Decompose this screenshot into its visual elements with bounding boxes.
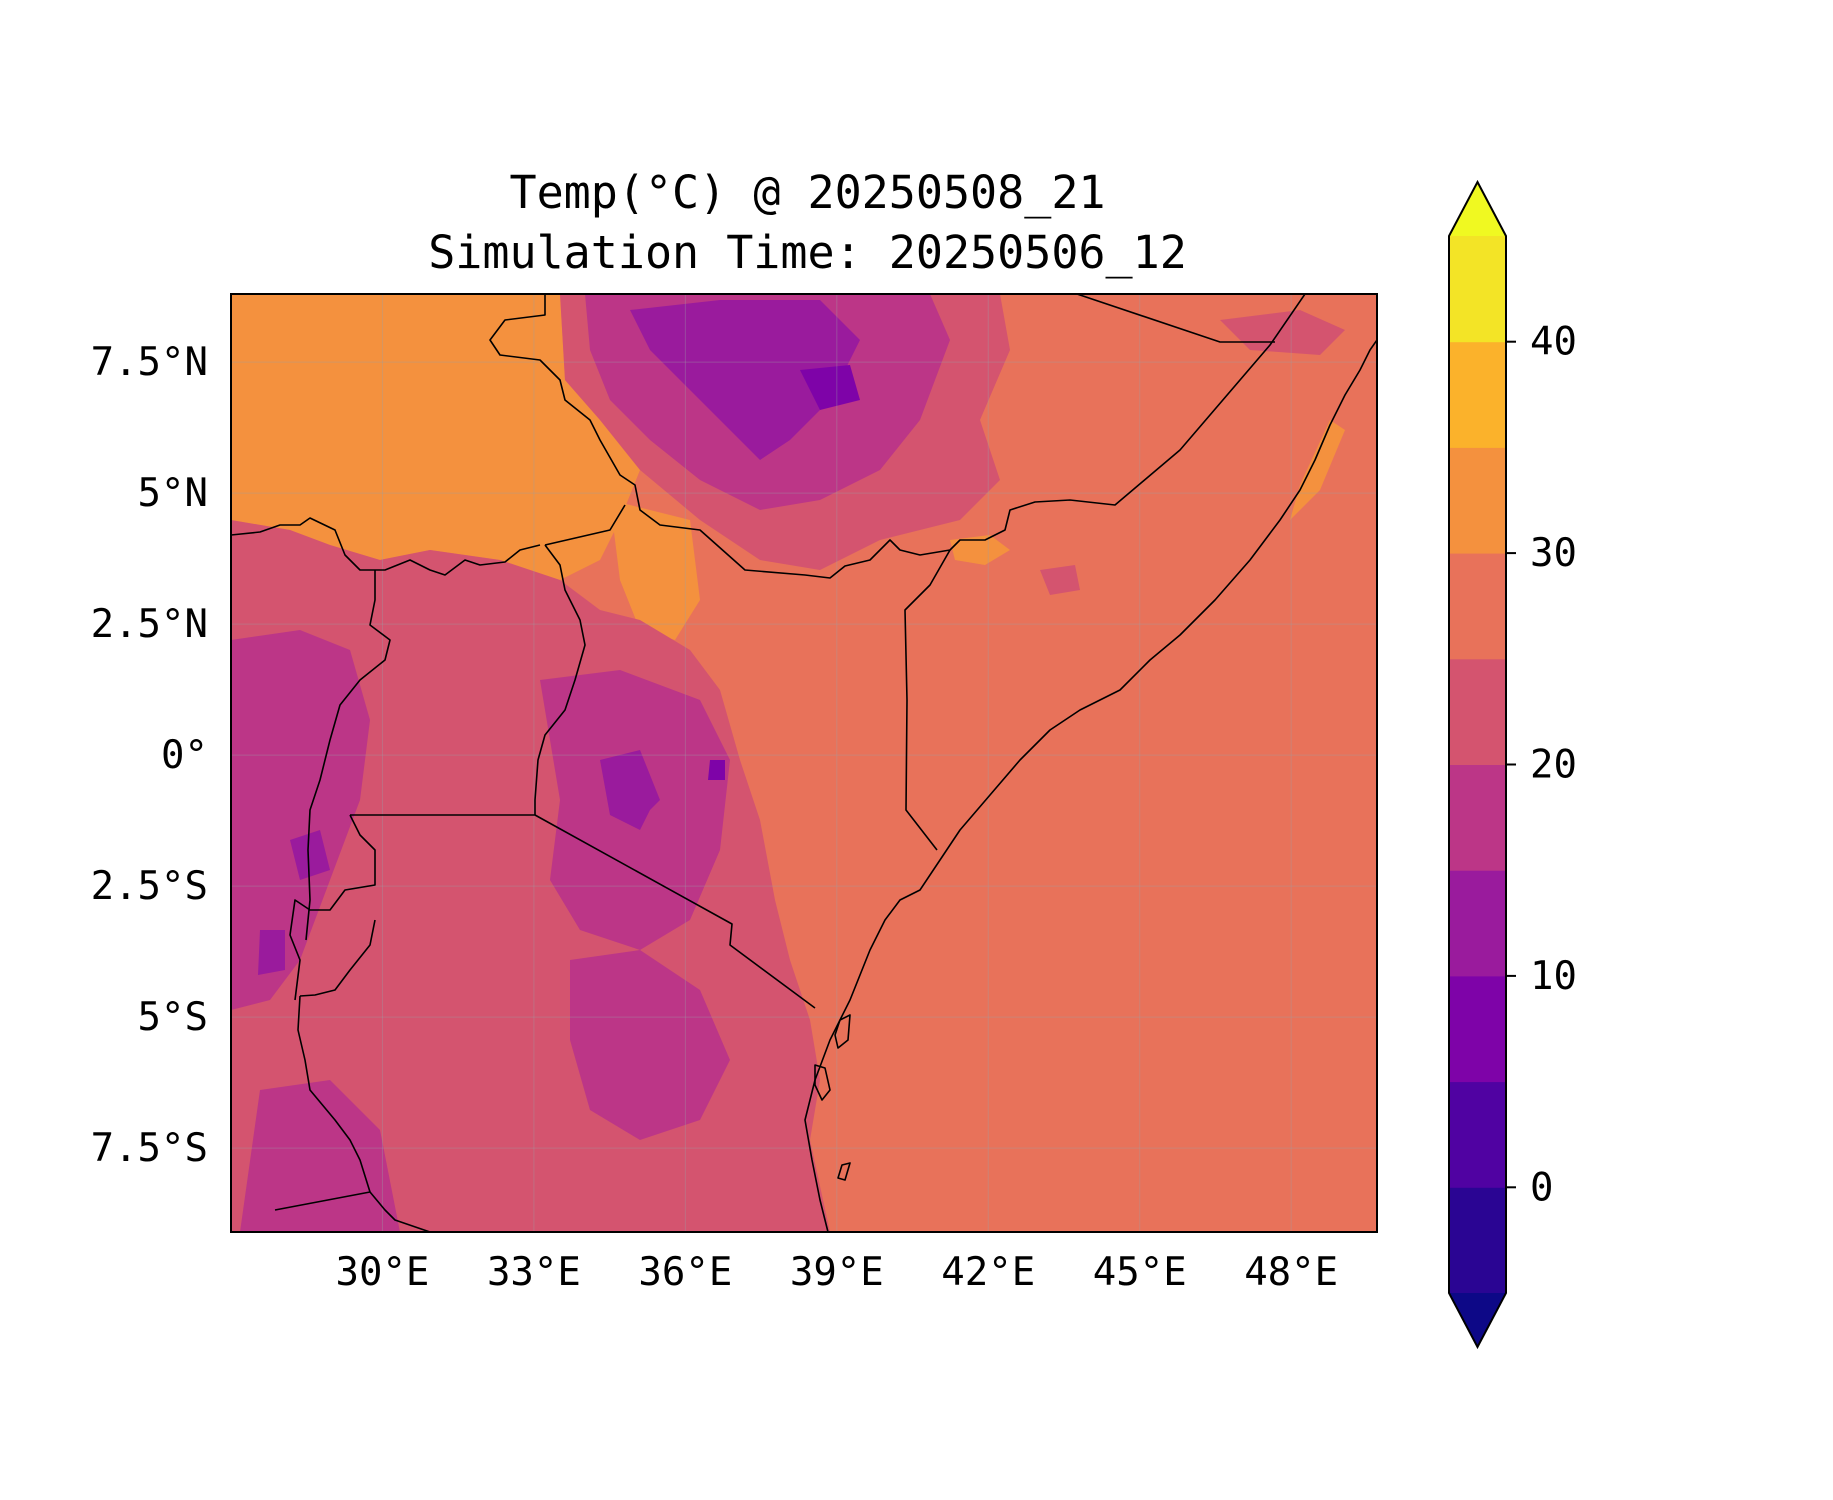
border-lake-victoria-south [350,814,816,1009]
gridlines [231,294,1377,1232]
border-uganda-kenya [534,544,586,815]
temperature-map [231,294,1377,1232]
field-cool-patch [1040,565,1080,595]
colorbar-segment [1449,870,1506,977]
colorbar-segment [1449,1187,1506,1294]
colorbar-tick-label: 0 [1530,1165,1553,1210]
y-tick-label: 7.5°N [91,340,208,385]
colorbar-tick-label: 10 [1530,954,1577,999]
coastline-mafia-island [837,1162,851,1181]
field-warm-turkana [610,500,700,640]
y-tick-label: 2.5°S [91,864,208,909]
x-tick-label: 36°E [638,1250,732,1295]
colorbar-segment [1449,1081,1506,1188]
colorbar-tick-label: 30 [1530,531,1577,576]
field-cold-ethiopia [630,300,860,460]
colorbar-tick-label: 40 [1530,320,1577,365]
field-colder-west [231,630,370,1010]
coastline [804,339,1377,1232]
y-tick-label: 7.5°S [91,1126,208,1171]
y-tick-label: 5°S [138,995,208,1040]
border-ethiopia-somalia-north [1076,294,1275,343]
colorbar-tick-label: 20 [1530,743,1577,788]
field-colder-tanzania [570,950,730,1140]
x-axis-ticks: 30°E 33°E 36°E 39°E 42°E 45°E 48°E [335,1250,1338,1295]
y-tick-label: 5°N [138,471,208,516]
y-axis-ticks: 7.5°N 5°N 2.5°N 0° 2.5°S 5°S 7.5°S [91,340,208,1171]
chart-title-line2: Simulation Time: 20250506_12 [428,226,1187,279]
field-warm-sudan [231,294,640,580]
colorbar-segment [1449,975,1506,1083]
x-tick-label: 48°E [1244,1250,1338,1295]
field-cold-patch-a [290,830,330,880]
colorbar-over-extension [1449,182,1506,236]
border-ssudan-west [231,517,541,576]
border-ethiopia-kenya [544,504,626,546]
y-tick-label: 2.5°N [91,602,208,647]
colorbar-segment [1449,553,1506,660]
coastline-pemba-island [834,1014,851,1049]
border-burundi-tanzania [299,919,376,997]
colorbar: 0 10 20 30 40 [1448,179,1577,1350]
lake-tanganyika-shore [297,995,371,1193]
field-warm-patch-b [950,535,1010,565]
x-tick-label: 39°E [790,1250,884,1295]
border-drc-uganda [305,570,391,941]
border-south-west [274,1191,431,1232]
field-very-cold-kenya [708,760,725,780]
colorbar-segment [1449,764,1506,871]
colorbar-under-extension [1449,1293,1506,1347]
border-sudan-ssudan-ethiopia [489,294,1306,579]
country-borders [231,294,1306,1232]
y-tick-label: 0° [161,733,208,778]
coastline-east-africa [804,339,1377,1232]
colorbar-segment [1449,341,1506,448]
field-warm-coast [1290,420,1345,520]
field-cold-kenya [600,750,660,830]
field-cool-ne [1220,310,1345,355]
x-tick-label: 42°E [941,1250,1035,1295]
field-cold-patch-b [258,930,285,975]
coastline-zanzibar-island [814,1064,831,1101]
field-very-cold-ethiopia [800,365,860,410]
border-kenya-somalia [904,549,951,851]
x-tick-label: 30°E [335,1250,429,1295]
colorbar-segment [1449,447,1506,554]
colorbar-outline [1448,179,1507,1350]
x-tick-label: 33°E [487,1250,581,1295]
map-frame [230,293,1378,1233]
border-rwanda-burundi [289,814,376,1001]
chart-title-line1: Temp(°C) @ 20250508_21 [509,166,1106,219]
x-tick-label: 45°E [1093,1250,1187,1295]
colorbar-segment [1449,658,1506,765]
colorbar-segment [1449,236,1506,343]
